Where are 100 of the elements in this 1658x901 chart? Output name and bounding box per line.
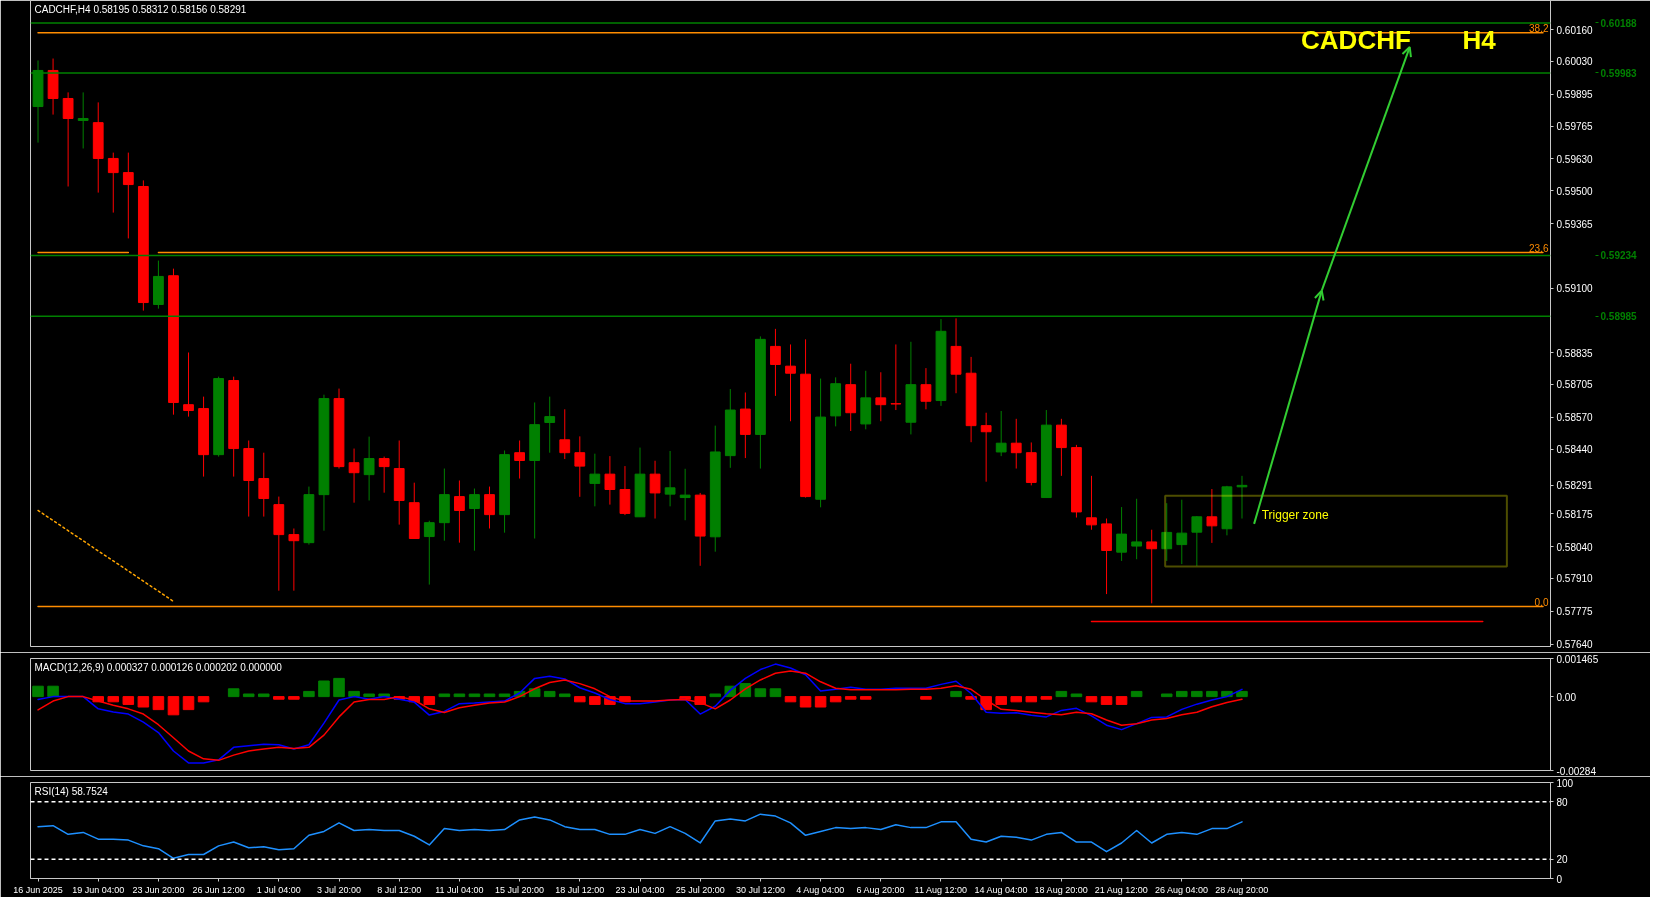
y-tick-label: 0.60030 (1556, 56, 1594, 68)
bar (333, 677, 345, 698)
series-label: 38.2 (1529, 22, 1549, 34)
annotation: Trigger zone (1261, 508, 1329, 523)
candlestick (649, 460, 661, 520)
bar (558, 693, 571, 698)
bar (273, 696, 285, 700)
candlestick (348, 448, 360, 504)
bar (468, 693, 481, 698)
chart-title: RSI(14) 58.7524 (34, 785, 109, 797)
candlestick (1056, 418, 1067, 477)
bar (950, 690, 962, 698)
bar (1160, 693, 1173, 698)
bar (769, 688, 782, 698)
y-tick-label: 0.58835 (1556, 347, 1594, 359)
bar (197, 696, 210, 703)
y-tick-label: 0.59365 (1556, 218, 1594, 230)
bar (122, 696, 135, 705)
bar (709, 693, 722, 698)
candlestick (875, 371, 887, 422)
candlestick (1191, 515, 1203, 567)
line-series (37, 813, 1243, 860)
x-tick-label: 6 Aug 20:00 (856, 884, 905, 895)
y-tick-label: 0.001465 (1556, 653, 1599, 665)
candlestick (619, 465, 631, 516)
candlestick (514, 440, 525, 480)
bar (814, 696, 827, 708)
candlestick (980, 412, 992, 483)
bar (574, 696, 586, 703)
bar (1236, 690, 1248, 698)
candlestick (574, 435, 586, 498)
line-series (37, 509, 175, 603)
ref-line-label: 0.59234 (1600, 250, 1638, 262)
candlestick (454, 479, 465, 544)
y-tick-label: 80 (1556, 796, 1569, 808)
y-tick-label: 0 (1556, 873, 1563, 885)
y-tick-label: 0.58291 (1556, 480, 1594, 492)
x-tick-label: 4 Aug 04:00 (796, 884, 845, 895)
bar (799, 696, 812, 708)
y-tick-label: -0.00284 (1556, 765, 1597, 777)
candlestick (469, 488, 480, 552)
candlestick (1131, 498, 1143, 560)
y-tick-label: 0.58570 (1556, 412, 1594, 424)
y-tick-label: 0.60160 (1556, 24, 1594, 36)
y-tick-label: 0.58040 (1556, 541, 1594, 553)
candlestick (995, 410, 1007, 457)
bar (318, 680, 330, 698)
candlestick (920, 367, 932, 410)
x-tick-label: 25 Jul 20:00 (675, 884, 725, 895)
bar (363, 693, 375, 698)
candlestick (183, 352, 194, 418)
candlestick (1146, 529, 1158, 604)
annotation: CADCHF (1301, 24, 1411, 55)
x-tick-label: 3 Jul 20:00 (317, 884, 362, 895)
x-tick-label: 28 Aug 20:00 (1215, 884, 1269, 895)
x-tick-label: 1 Jul 04:00 (256, 884, 301, 895)
candlestick (484, 486, 495, 530)
bar (995, 696, 1007, 705)
y-tick-label: 0.57775 (1556, 606, 1594, 618)
candlestick (363, 436, 375, 501)
y-tick-label: 0.58175 (1556, 508, 1594, 520)
bar (1010, 696, 1023, 703)
x-tick-label: 21 Aug 12:00 (1094, 884, 1148, 895)
bar (152, 696, 165, 711)
bar (47, 685, 59, 698)
bar (1191, 690, 1203, 698)
ref-line-label: 0.58985 (1600, 311, 1638, 323)
candlestick (1236, 475, 1248, 520)
candlestick (1116, 506, 1127, 562)
bar (754, 688, 767, 698)
y-tick-label: 0.57910 (1556, 573, 1594, 585)
candlestick (664, 450, 676, 507)
candlestick (288, 528, 300, 592)
x-tick-label: 18 Jul 12:00 (555, 884, 605, 895)
bar (528, 688, 541, 698)
bar (844, 696, 857, 700)
candlestick (785, 343, 796, 422)
bar (1070, 693, 1083, 698)
candlestick (1010, 418, 1022, 470)
candlestick (258, 452, 270, 518)
y-tick-label: 0.00 (1556, 691, 1577, 703)
bar (543, 690, 556, 698)
y-tick-label: 0.58705 (1556, 379, 1594, 391)
y-tick-label: 0.59630 (1556, 153, 1594, 165)
bar (1130, 690, 1143, 698)
candlestick (107, 152, 119, 214)
ref-line-label: 0.60188 (1600, 17, 1638, 29)
candlestick (679, 468, 691, 521)
bar (167, 696, 180, 716)
bar (1055, 690, 1068, 698)
candlestick (378, 456, 390, 494)
annotation: H4 (1462, 24, 1497, 55)
chart-title: CADCHF,H4 0.58195 0.58312 0.58156 0.58291 (34, 3, 247, 15)
y-tick-label: 0.59500 (1556, 185, 1594, 197)
bar (1115, 696, 1128, 705)
candlestick (423, 520, 435, 586)
bar (242, 693, 255, 698)
bar (107, 696, 120, 703)
x-tick-label: 15 Jul 20:00 (495, 884, 545, 895)
bar (423, 696, 436, 705)
